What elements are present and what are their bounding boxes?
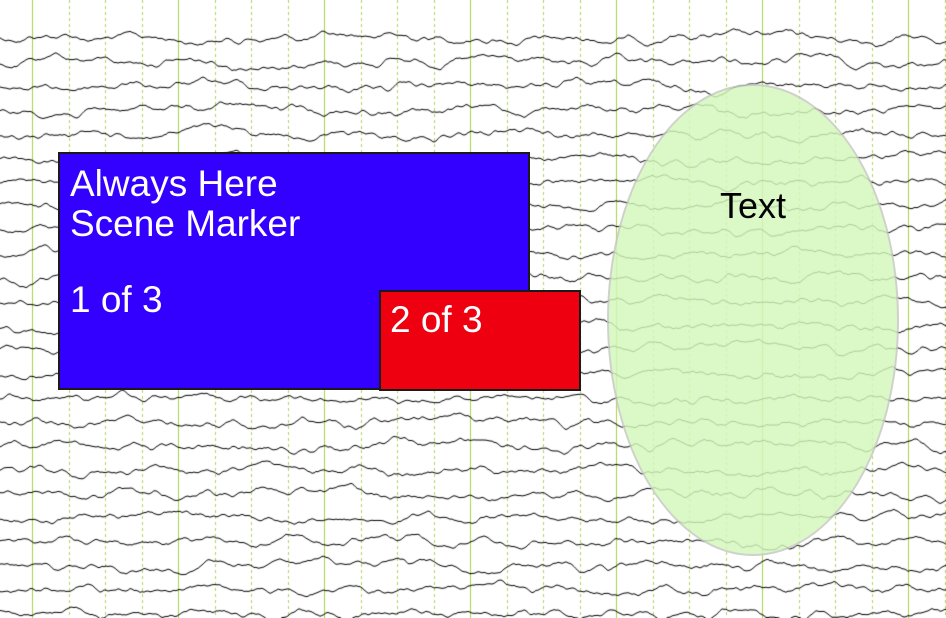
ellipse-annotation[interactable] [607, 84, 899, 556]
second-marker-box[interactable]: 2 of 3 [379, 290, 581, 391]
scene-marker-box[interactable]: Always Here Scene Marker 1 of 3 [58, 152, 530, 390]
scene-marker-title-line1: Always Here [70, 163, 278, 204]
second-marker-counter: 2 of 3 [390, 299, 483, 340]
ellipse-annotation-label: Text [719, 185, 787, 226]
scene-marker-counter: 1 of 3 [70, 279, 163, 320]
scene-marker-title-line2: Scene Marker [70, 203, 301, 244]
